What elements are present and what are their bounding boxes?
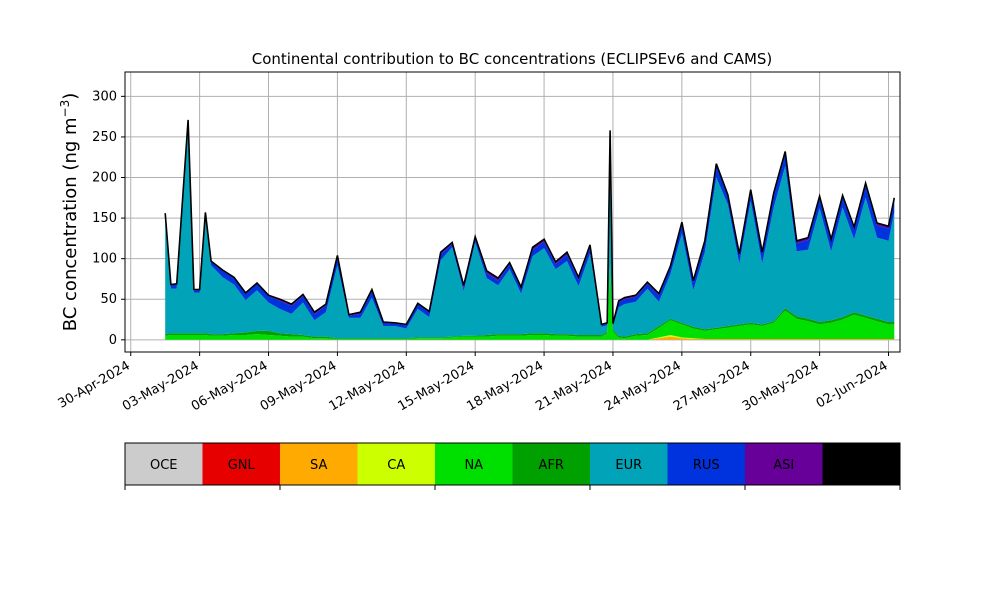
area-na [165,266,895,340]
y-axis-ticks: 0 50 100 150 200 250 300 [92,89,125,348]
total-outline [164,119,896,326]
colorbar-swatch-na [435,443,513,485]
colorbar-label: NA [464,458,483,473]
colorbar-swatch-asi [745,443,823,485]
y-tick-label: 0 [109,333,117,348]
colorbar-swatch-oce [125,443,203,485]
y-tick-label: 250 [92,130,117,145]
colorbar-frame [124,442,901,486]
total-line [164,119,896,326]
colorbar-legend: OCE GNL SA CA NA AFR EUR RUS ASI AUS [124,442,901,490]
y-tick-label: 150 [92,211,117,226]
colorbar-label: CA [387,458,405,473]
area-eur [165,122,895,339]
y-tick-label: 300 [92,89,117,104]
colorbar-label: ASI [773,458,794,473]
colorbar-swatch-rus [667,443,745,485]
colorbar-label: GNL [228,458,256,473]
stacked-areas [165,119,895,340]
y-axis-label-superscript: −3 [58,100,72,118]
colorbar-swatch-eur [590,443,668,485]
y-tick-label: 100 [92,252,117,267]
colorbar-swatch-aus [822,443,900,485]
chart-title: Continental contribution to BC concentra… [252,50,773,68]
colorbar-label: AFR [539,458,564,473]
y-axis-label: BC concentration (ng m−3) [58,93,81,332]
colorbar-label: OCE [150,458,178,473]
y-tick-label: 200 [92,171,117,186]
colorbar-label: EUR [615,458,642,473]
colorbar-label: SA [310,458,327,473]
colorbar-label: AUS [848,458,875,473]
y-tick-label: 50 [100,292,117,307]
colorbar-swatch-afr [512,443,590,485]
y-axis-label-main: BC concentration (ng m [60,117,81,331]
plot-frame [124,71,901,353]
colorbar-label: RUS [693,458,720,473]
colorbar-swatch-gnl [202,443,280,485]
colorbar-swatch-ca [357,443,435,485]
y-axis-label-close: ) [60,93,81,100]
colorbar-swatch-sa [280,443,358,485]
